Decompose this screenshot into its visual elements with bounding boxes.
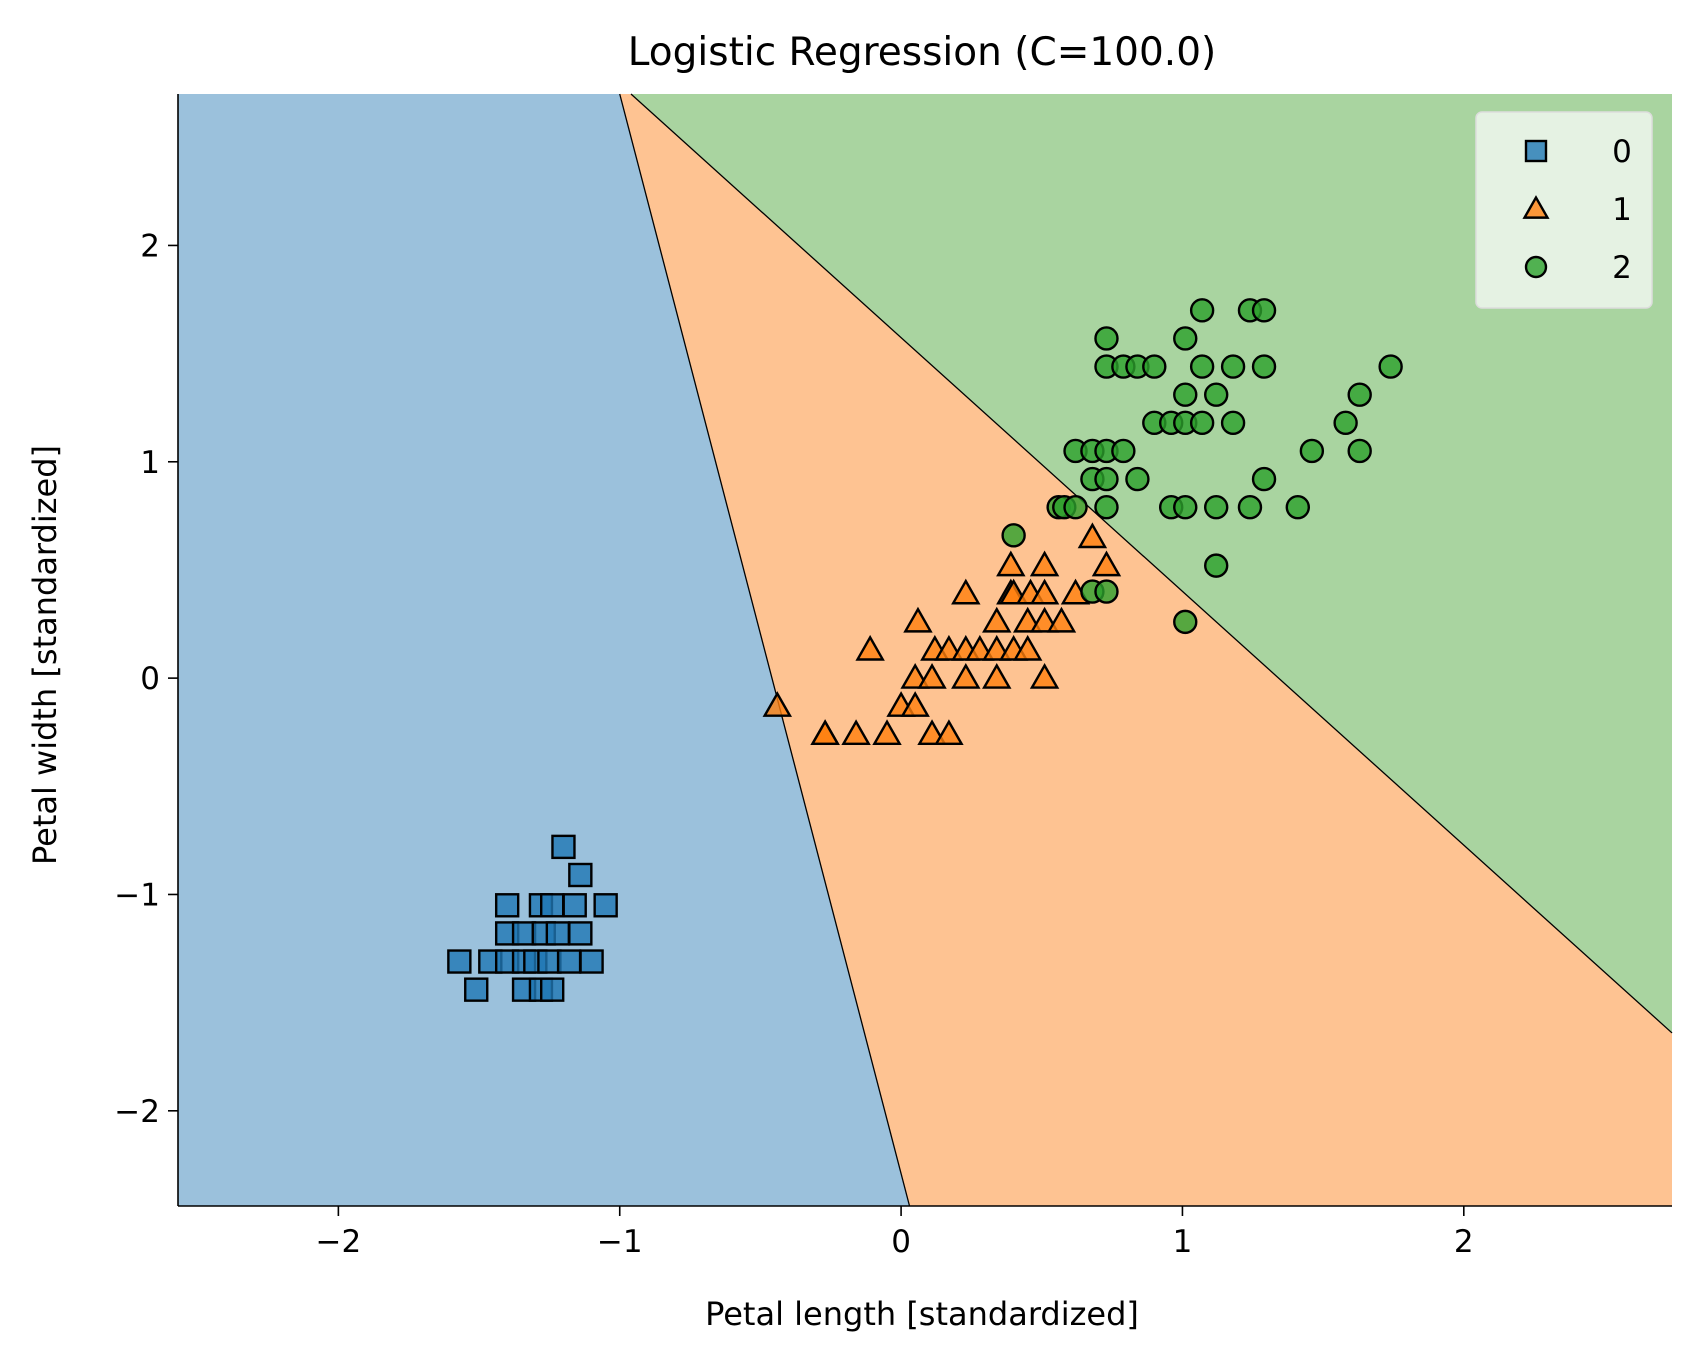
point-class-1 [982, 663, 1012, 689]
point-class-2 [1251, 298, 1277, 323]
point-class-0 [540, 977, 565, 1002]
point-class-0 [562, 893, 587, 918]
point-class-2 [1189, 354, 1215, 379]
chart-title: Logistic Regression (C=100.0) [628, 30, 1217, 75]
y-tick-label: −1 [114, 877, 160, 913]
legend-box [1475, 111, 1653, 309]
region-class-1 [619, 94, 1673, 1206]
x-tick-label: 2 [1454, 1224, 1474, 1260]
legend: 0 1 2 [1475, 111, 1653, 309]
point-class-0 [551, 834, 576, 860]
point-class-0 [579, 949, 604, 974]
axes: −2 −1 0 1 2 −2 −1 0 1 2 [114, 94, 1672, 1260]
x-tick-label: 1 [1173, 1224, 1193, 1260]
point-class-2 [1189, 410, 1215, 436]
point-class-1 [917, 663, 947, 689]
point-class-0 [556, 949, 582, 974]
data-points [447, 298, 1403, 1002]
series-0 [447, 834, 618, 1002]
series-2 [1001, 298, 1403, 635]
point-class-2 [1237, 495, 1263, 520]
point-class-1 [1046, 606, 1077, 633]
legend-label-0: 0 [1612, 134, 1632, 170]
point-class-1 [900, 691, 930, 717]
point-class-1 [1029, 663, 1060, 689]
point-class-0 [593, 893, 618, 918]
point-class-1 [996, 550, 1026, 577]
point-class-1 [762, 691, 793, 717]
point-class-0 [494, 893, 520, 918]
point-class-1 [951, 578, 981, 605]
point-class-1 [1091, 550, 1122, 577]
x-tick-label: −1 [597, 1224, 643, 1260]
point-class-1 [903, 606, 933, 633]
point-class-2 [1333, 410, 1358, 436]
decision-boundary-1 [619, 93, 911, 1207]
y-tick-label: 1 [140, 445, 160, 481]
point-class-2 [1204, 382, 1229, 407]
point-class-2 [1251, 354, 1277, 379]
point-class-0 [568, 862, 593, 888]
point-class-1 [855, 634, 885, 661]
point-class-1 [841, 719, 871, 746]
point-class-2 [1220, 410, 1246, 436]
x-axis-label: Petal length [standardized] [705, 1295, 1139, 1333]
point-class-1 [1012, 634, 1043, 661]
point-class-0 [545, 921, 571, 946]
point-class-0 [464, 977, 489, 1002]
point-class-1 [934, 719, 964, 746]
point-class-1 [1029, 578, 1060, 605]
decision-boundary-2 [630, 93, 1673, 1034]
y-tick-label: −2 [114, 1094, 160, 1130]
x-tick-label: 0 [891, 1224, 911, 1260]
point-class-2 [1347, 382, 1372, 407]
point-class-2 [1173, 609, 1198, 635]
point-class-1 [1029, 550, 1060, 577]
x-tick-label: −2 [316, 1224, 362, 1260]
legend-marker-0 [1524, 139, 1548, 163]
region-class-0 [178, 94, 910, 1206]
point-class-2 [1094, 495, 1119, 520]
decision-regions [178, 94, 1673, 1206]
point-class-2 [1094, 579, 1119, 604]
series-1 [762, 522, 1122, 746]
legend-label-2: 2 [1612, 250, 1632, 286]
point-class-0 [568, 921, 593, 946]
legend-marker-2 [1524, 255, 1548, 279]
point-class-2 [1173, 326, 1198, 351]
point-class-1 [872, 719, 902, 746]
point-class-2 [1204, 495, 1229, 520]
point-class-2 [1094, 466, 1119, 492]
point-class-1 [982, 606, 1012, 633]
point-class-2 [1251, 466, 1277, 492]
point-class-2 [1111, 438, 1136, 464]
point-class-2 [1142, 354, 1167, 379]
legend-marker-1 [1522, 195, 1550, 219]
point-class-2 [1347, 438, 1372, 464]
point-class-2 [1125, 466, 1150, 492]
y-axis-label: Petal width [standardized] [26, 445, 64, 865]
point-class-2 [1173, 382, 1198, 407]
y-tick-label: 0 [140, 661, 160, 697]
legend-label-1: 1 [1612, 192, 1632, 228]
point-class-2 [1001, 523, 1026, 548]
point-class-2 [1220, 354, 1246, 379]
decision-boundaries [619, 93, 1673, 1207]
point-class-2 [1285, 495, 1310, 520]
point-class-2 [1299, 438, 1325, 464]
point-class-2 [1378, 354, 1403, 379]
point-class-2 [1173, 495, 1198, 520]
point-class-2 [1094, 326, 1119, 351]
point-class-1 [951, 663, 981, 689]
point-class-2 [1189, 298, 1215, 323]
point-class-0 [540, 893, 565, 918]
point-class-1 [810, 719, 840, 746]
point-class-2 [1204, 553, 1229, 578]
point-class-2 [1063, 495, 1088, 520]
y-tick-label: 2 [140, 228, 160, 264]
point-class-0 [447, 949, 472, 974]
point-class-1 [1077, 522, 1108, 549]
